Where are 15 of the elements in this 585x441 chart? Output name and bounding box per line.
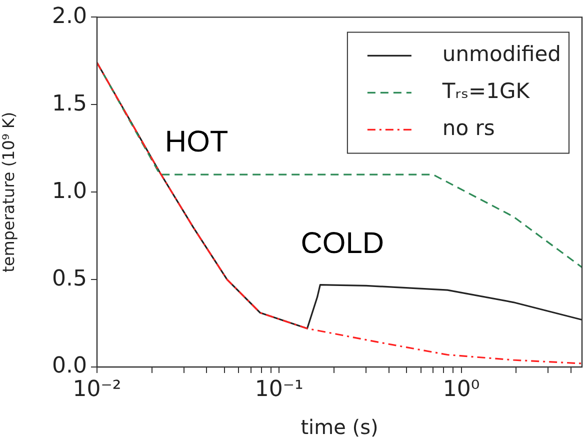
y-tick-label: 2.0 [52, 4, 87, 29]
x-tick-label: 10⁰ [442, 376, 480, 402]
legend-label: Tᵣₛ=1GK [441, 79, 531, 104]
annotation: COLD [300, 226, 384, 260]
x-axis-title: time (s) [300, 415, 378, 440]
legend-label: no rs [442, 116, 495, 140]
y-tick-label: 0.0 [52, 354, 87, 379]
annotation: HOT [164, 125, 228, 158]
y-axis-title: temperature (10⁹ K) [0, 112, 18, 272]
x-tick-label: 10⁻² [72, 376, 122, 402]
y-tick-label: 1.0 [52, 178, 87, 204]
legend-label: unmodified [442, 42, 562, 66]
y-tick-label: 1.5 [52, 91, 87, 116]
y-tick-label: 0.5 [52, 266, 87, 292]
x-tick-label: 10⁻¹ [254, 376, 304, 402]
